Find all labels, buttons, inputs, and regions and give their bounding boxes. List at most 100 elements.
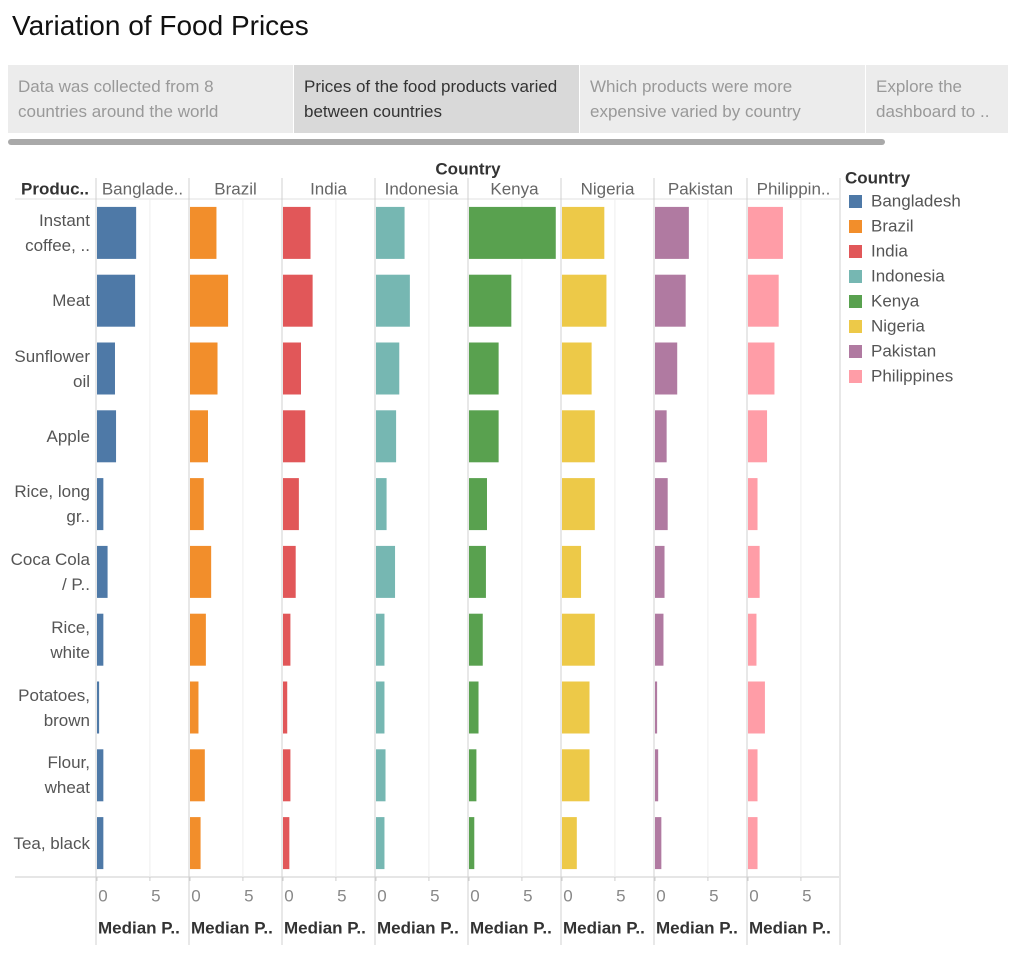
- bar: [655, 274, 686, 327]
- bar: [376, 478, 387, 531]
- story-point[interactable]: Prices of the food products varied betwe…: [294, 65, 579, 133]
- x-tick-label: 5: [802, 886, 811, 905]
- bar: [748, 613, 757, 666]
- bar: [469, 545, 486, 598]
- bar: [469, 749, 477, 802]
- column-label: Brazil: [214, 179, 257, 198]
- column-label: Kenya: [490, 179, 539, 198]
- column-title: Country: [435, 159, 501, 178]
- bar: [376, 681, 385, 734]
- row-label: Rice, long gr..: [14, 482, 90, 527]
- bar: [97, 749, 104, 802]
- bar: [190, 478, 204, 531]
- bar: [655, 342, 678, 395]
- bar: [748, 478, 758, 531]
- bar: [655, 613, 664, 666]
- bar: [562, 478, 595, 531]
- x-axis-title: Median P..: [749, 918, 831, 937]
- x-tick-label: 0: [656, 886, 665, 905]
- bar: [283, 613, 291, 666]
- legend-swatch: [849, 245, 862, 258]
- bar: [190, 342, 218, 395]
- bar: [748, 342, 775, 395]
- legend-swatch: [849, 320, 862, 333]
- bar: [748, 545, 760, 598]
- x-tick-label: 0: [284, 886, 293, 905]
- bar: [190, 410, 208, 463]
- bar: [469, 206, 556, 259]
- bar: [283, 478, 299, 531]
- legend-label: Bangladesh: [871, 191, 961, 210]
- legend-title: Country: [845, 168, 911, 187]
- bar: [655, 478, 668, 531]
- x-tick-label: 5: [430, 886, 439, 905]
- bar: [748, 274, 779, 327]
- row-label: Flour, wheat: [44, 753, 90, 798]
- bar: [562, 410, 595, 463]
- story-point[interactable]: Explore the dashboard to ..: [866, 65, 1008, 133]
- bar: [748, 749, 758, 802]
- bar: [283, 206, 311, 259]
- legend-label: Brazil: [871, 216, 914, 235]
- row-label: Meat: [52, 291, 90, 311]
- row-label: Rice, white: [50, 617, 90, 662]
- x-axis-title: Median P..: [377, 918, 459, 937]
- column-label: Pakistan: [668, 179, 733, 198]
- legend-label: Pakistan: [871, 341, 936, 360]
- scrollbar[interactable]: [8, 139, 885, 145]
- x-axis-title: Median P..: [284, 918, 366, 937]
- bar: [562, 817, 577, 870]
- story-point[interactable]: Data was collected from 8 countries arou…: [8, 65, 293, 133]
- column-label: India: [310, 179, 347, 198]
- bar: [190, 749, 205, 802]
- column-label: Banglade..: [102, 179, 183, 198]
- bar: [469, 613, 483, 666]
- bar: [655, 410, 667, 463]
- legend-label: Nigeria: [871, 316, 925, 335]
- bar: [562, 545, 582, 598]
- bar: [562, 342, 592, 395]
- x-tick-label: 5: [616, 886, 625, 905]
- bar: [97, 342, 115, 395]
- page-title: Variation of Food Prices: [12, 10, 309, 41]
- legend-label: India: [871, 241, 908, 260]
- x-axis-title: Median P..: [98, 918, 180, 937]
- x-axis-title: Median P..: [563, 918, 645, 937]
- bar: [469, 274, 512, 327]
- bar: [562, 749, 590, 802]
- x-tick-label: 5: [523, 886, 532, 905]
- bar: [376, 410, 397, 463]
- bar: [190, 817, 201, 870]
- bar: [283, 274, 313, 327]
- bar: [376, 342, 400, 395]
- row-label: Instant coffee, ..: [25, 210, 90, 255]
- bar: [655, 545, 665, 598]
- legend-swatch: [849, 295, 862, 308]
- bar: [376, 817, 385, 870]
- row-header: Produc..: [21, 179, 89, 198]
- bar: [190, 613, 206, 666]
- row-label: Potatoes, brown: [18, 685, 90, 730]
- x-tick-label: 0: [749, 886, 758, 905]
- bar: [97, 613, 104, 666]
- x-tick-label: 5: [709, 886, 718, 905]
- row-label: Apple: [46, 426, 90, 446]
- bar: [562, 274, 607, 327]
- story-point[interactable]: Which products were more expensive varie…: [580, 65, 865, 133]
- bar: [190, 545, 212, 598]
- row-label: Tea, black: [13, 833, 90, 853]
- bar: [97, 274, 136, 327]
- legend-label: Kenya: [871, 291, 920, 310]
- bar: [562, 613, 595, 666]
- bar: [469, 681, 479, 734]
- bar: [376, 749, 386, 802]
- bar: [655, 681, 658, 734]
- x-axis-title: Median P..: [470, 918, 552, 937]
- bar: [376, 613, 385, 666]
- x-tick-label: 0: [470, 886, 479, 905]
- bar: [376, 545, 396, 598]
- column-label: Nigeria: [581, 179, 635, 198]
- x-axis-title: Median P..: [191, 918, 273, 937]
- bar: [190, 681, 199, 734]
